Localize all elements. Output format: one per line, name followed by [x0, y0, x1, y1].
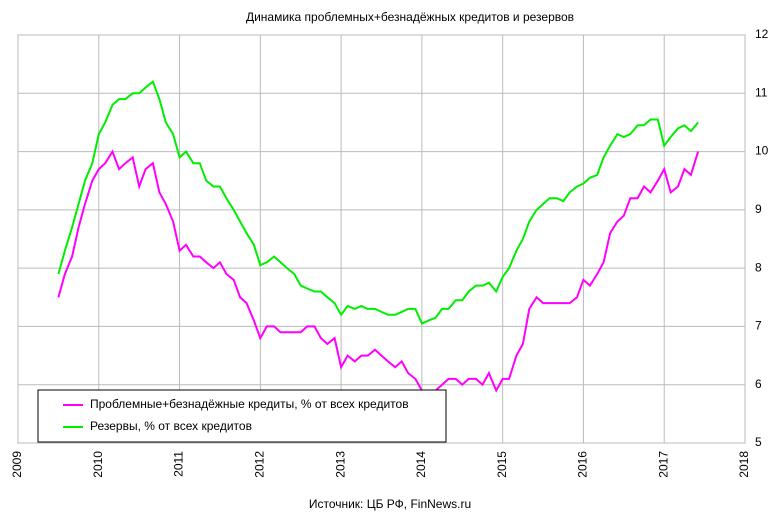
legend [37, 389, 447, 443]
x-tick-label: 2011 [172, 451, 186, 477]
y-tick-label: 6 [755, 377, 762, 391]
chart-title: Динамика проблемных+безнадёжных кредитов… [246, 10, 574, 24]
series-line [57, 149, 700, 393]
y-tick-label: 5 [755, 435, 762, 449]
source: Источник: ЦБ РФ, FinNews.ru [309, 497, 471, 511]
legend-label: Проблемные+безнадёжные кредиты, % от все… [90, 397, 409, 411]
x-tick-label: 2017 [656, 451, 670, 478]
x-tick-label: 2010 [91, 451, 105, 478]
x-tick-label: 2012 [253, 451, 267, 478]
y-tick-label: 12 [755, 27, 769, 41]
x-tick-label: 2015 [495, 451, 509, 478]
x-tick-label: 2016 [576, 451, 590, 478]
y-tick-label: 9 [755, 202, 762, 216]
y-tick-label: 7 [755, 319, 762, 333]
y-tick-label: 8 [755, 260, 762, 274]
series-line [57, 79, 699, 325]
x-tick-label: 2009 [10, 451, 24, 478]
plot-area [17, 34, 746, 444]
y-tick-label: 11 [755, 85, 768, 99]
y-tick-label: 10 [755, 144, 769, 158]
x-tick-label: 2014 [414, 451, 428, 478]
x-tick-label: 2013 [333, 451, 347, 478]
x-tick-label: 2018 [737, 451, 751, 478]
legend-label: Резервы, % от всех кредитов [90, 419, 252, 433]
